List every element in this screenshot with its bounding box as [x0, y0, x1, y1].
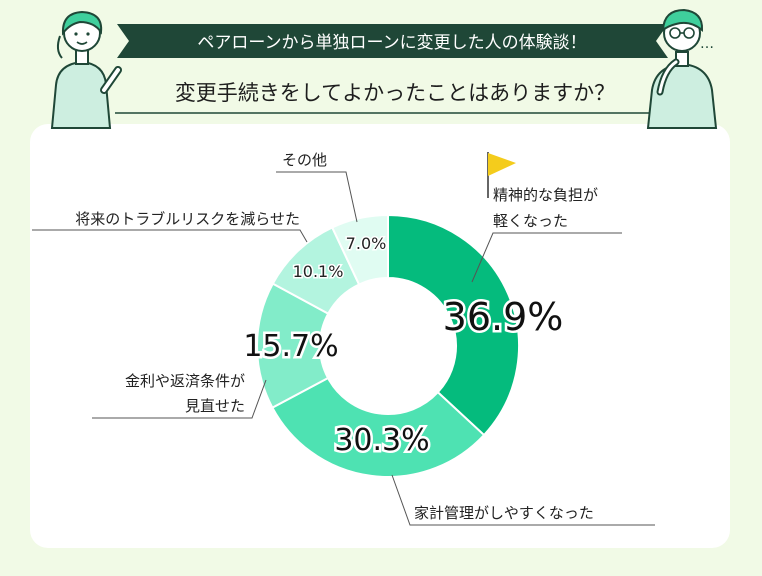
leader-line-rate: [92, 379, 267, 419]
donut-slice-stress: [387, 213, 520, 437]
category-label-rate-line2: 見直せた: [185, 397, 245, 415]
value-label-risk: 10.1%: [293, 262, 344, 281]
donut-slice-other: [330, 213, 389, 286]
value-label-budget: 30.3%: [334, 423, 429, 458]
category-label-stress-line2: 軽くなった: [493, 212, 568, 230]
value-label-rate: 15.7%: [243, 329, 338, 364]
category-label-risk: 将来のトラブルリスクを減らせた: [75, 210, 300, 228]
leader-line-stress: [471, 232, 622, 283]
leader-line-budget: [391, 474, 655, 526]
value-label-stress: 36.9%: [443, 295, 564, 339]
category-label-stress-line1: 精神的な負担が: [493, 186, 598, 204]
woman-pointing-illustration: [50, 10, 122, 129]
question-title: 変更手続きをしてよかったことはありますか？: [175, 81, 615, 105]
category-label-rate-line1: 金利や返済条件が: [125, 372, 245, 390]
donut-chart: [256, 213, 520, 478]
value-label-other: 7.0%: [346, 234, 387, 253]
flag-icon: [487, 152, 516, 198]
leader-line-risk: [32, 229, 308, 243]
category-label-budget: 家計管理がしやすくなった: [414, 504, 594, 522]
category-label-other: その他: [282, 151, 327, 169]
leader-line-other: [276, 171, 358, 223]
chart-card: [30, 124, 730, 548]
thinking-mark-icon: …: [700, 36, 714, 52]
donut-slice-budget: [271, 376, 486, 478]
man-thinking-illustration: …: [646, 8, 718, 129]
banner-title: ペアローンから単独ローンに変更した人の体験談！: [197, 33, 586, 53]
title-banner: [117, 24, 668, 58]
